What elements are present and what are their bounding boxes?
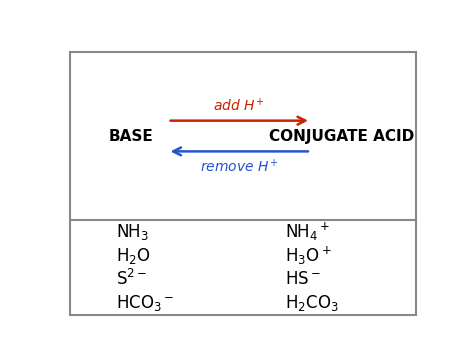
Text: H$_2$CO$_3$: H$_2$CO$_3$ — [285, 293, 339, 313]
Text: remove H$^+$: remove H$^+$ — [200, 158, 279, 175]
Text: NH$_4$$^+$: NH$_4$$^+$ — [285, 221, 330, 243]
Text: BASE: BASE — [109, 129, 153, 143]
Text: NH$_3$: NH$_3$ — [116, 222, 149, 242]
Text: HS$^-$: HS$^-$ — [285, 270, 321, 288]
Text: H$_3$O$^+$: H$_3$O$^+$ — [285, 244, 332, 267]
Text: S$^{2-}$: S$^{2-}$ — [116, 269, 147, 289]
Text: H$_2$O: H$_2$O — [116, 245, 151, 266]
Text: add H$^+$: add H$^+$ — [213, 97, 265, 114]
Text: CONJUGATE ACID: CONJUGATE ACID — [270, 129, 415, 143]
Text: HCO$_3$$^-$: HCO$_3$$^-$ — [116, 293, 174, 313]
